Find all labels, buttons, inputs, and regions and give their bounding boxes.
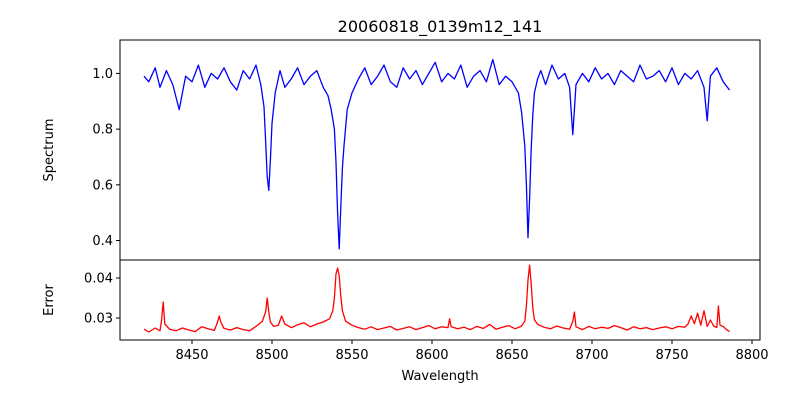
spectrum-y-axis-label: Spectrum bbox=[42, 119, 57, 182]
error-y-tick-label: 0.03 bbox=[84, 312, 113, 327]
error-line bbox=[143, 264, 730, 333]
chart-title: 20060818_0139m12_141 bbox=[338, 17, 543, 37]
spectrum-y-tick-label: 1.0 bbox=[92, 67, 113, 82]
error-y-tick-label: 0.04 bbox=[84, 272, 113, 287]
spectrum-y-ticks: 0.4 0.6 0.8 1.0 bbox=[92, 67, 120, 249]
x-tick-label: 8650 bbox=[495, 348, 528, 363]
error-panel: 0.03 0.04 8450 8500 8550 8600 8650 8700 8750 880… bbox=[42, 259, 769, 384]
spectrum-y-tick-label: 0.6 bbox=[92, 178, 113, 193]
error-y-ticks: 0.03 0.04 bbox=[84, 272, 120, 327]
x-tick-label: 8600 bbox=[415, 348, 448, 363]
spectrum-series-line bbox=[143, 58, 731, 250]
error-series-line bbox=[143, 264, 730, 333]
x-tick-label: 8800 bbox=[735, 348, 768, 363]
spectrum-y-tick-label: 0.8 bbox=[92, 123, 113, 138]
x-axis-label: Wavelength bbox=[401, 369, 478, 384]
x-tick-label: 8700 bbox=[575, 348, 608, 363]
error-y-axis-label: Error bbox=[42, 284, 57, 316]
spectrum-line bbox=[143, 58, 731, 250]
x-tick-label: 8750 bbox=[655, 348, 688, 363]
spectrum-axes-frame bbox=[119, 39, 761, 261]
x-tick-label: 8500 bbox=[255, 348, 288, 363]
spectrum-panel: 0.4 0.6 0.8 1.0 Spectrum bbox=[42, 39, 761, 261]
x-axis-ticks: 8450 8500 8550 8600 8650 8700 8750 8800 bbox=[175, 340, 769, 363]
error-axes-frame bbox=[119, 259, 761, 341]
x-tick-label: 8450 bbox=[175, 348, 208, 363]
spectrum-y-tick-label: 0.4 bbox=[92, 234, 113, 249]
x-tick-label: 8550 bbox=[335, 348, 368, 363]
